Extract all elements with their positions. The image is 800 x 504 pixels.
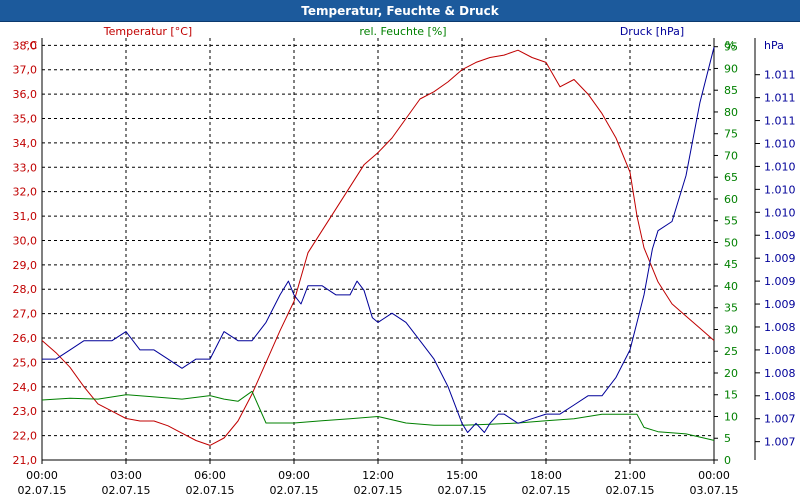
temperature-tick-label: 36,0 bbox=[13, 88, 38, 101]
grid bbox=[41, 38, 760, 464]
x-tick-date: 02.07.15 bbox=[606, 484, 655, 497]
temperature-tick-label: 37,0 bbox=[13, 64, 38, 77]
humidity-tick-label: 65 bbox=[724, 171, 738, 184]
pressure-unit: hPa bbox=[764, 39, 784, 52]
temperature-tick-label: 38,0 bbox=[13, 39, 38, 52]
temperature-tick-label: 35,0 bbox=[13, 112, 38, 125]
pressure-tick-label: 1.011 bbox=[764, 115, 796, 128]
x-tick-time: 00:00 bbox=[698, 469, 730, 482]
humidity-tick-label: 60 bbox=[724, 193, 738, 206]
temperature-tick-label: 25,0 bbox=[13, 356, 38, 369]
humidity-tick-label: 90 bbox=[724, 62, 738, 75]
pressure-tick-label: 1.008 bbox=[764, 390, 796, 403]
humidity-series-line bbox=[41, 390, 715, 441]
temperature-tick-label: 27,0 bbox=[13, 308, 38, 321]
humidity-tick-label: 85 bbox=[724, 84, 738, 97]
pressure-tick-label: 1.010 bbox=[764, 160, 796, 173]
x-tick-time: 12:00 bbox=[362, 469, 394, 482]
temperature-tick-label: 24,0 bbox=[13, 381, 38, 394]
pressure-tick-label: 1.009 bbox=[764, 298, 796, 311]
temperature-axis-label: Temperatur [°C] bbox=[103, 25, 192, 38]
temperature-tick-label: 33,0 bbox=[13, 161, 38, 174]
x-tick-date: 02.07.15 bbox=[354, 484, 403, 497]
temperature-series-line bbox=[41, 49, 715, 446]
humidity-tick-label: 0 bbox=[724, 454, 731, 467]
temperature-tick-label: 31,0 bbox=[13, 210, 38, 223]
pressure-tick-label: 1.010 bbox=[764, 183, 796, 196]
pressure-tick-label: 1.007 bbox=[764, 436, 796, 449]
pressure-axis-label: Druck [hPa] bbox=[620, 25, 684, 38]
humidity-tick-label: 50 bbox=[724, 236, 738, 249]
pressure-tick-label: 1.010 bbox=[764, 138, 796, 151]
temperature-tick-label: 30,0 bbox=[13, 234, 38, 247]
x-tick-date: 02.07.15 bbox=[18, 484, 67, 497]
pressure-tick-label: 1.011 bbox=[764, 92, 796, 105]
x-tick-time: 00:00 bbox=[26, 469, 58, 482]
pressure-tick-label: 1.008 bbox=[764, 321, 796, 334]
humidity-tick-label: 30 bbox=[724, 323, 738, 336]
pressure-tick-label: 1.009 bbox=[764, 229, 796, 242]
temperature-tick-label: 23,0 bbox=[13, 405, 38, 418]
humidity-unit: % bbox=[725, 39, 735, 52]
x-tick-time: 03:00 bbox=[110, 469, 142, 482]
chart-title: Temperatur, Feuchte & Druck bbox=[0, 0, 800, 22]
pressure-tick-label: 1.010 bbox=[764, 206, 796, 219]
x-tick-time: 06:00 bbox=[194, 469, 226, 482]
humidity-axis-label: rel. Feuchte [%] bbox=[359, 25, 446, 38]
pressure-series-line bbox=[42, 47, 715, 433]
temperature-tick-label: 28,0 bbox=[13, 283, 38, 296]
x-tick-date: 02.07.15 bbox=[186, 484, 235, 497]
pressure-tick-label: 1.008 bbox=[764, 367, 796, 380]
x-tick-time: 18:00 bbox=[530, 469, 562, 482]
chart-svg: Temperatur [°C] rel. Feuchte [%] Druck [… bbox=[13, 25, 796, 497]
temperature-tick-label: 34,0 bbox=[13, 137, 38, 150]
humidity-tick-label: 70 bbox=[724, 149, 738, 162]
x-tick-date: 02.07.15 bbox=[438, 484, 487, 497]
x-tick-time: 21:00 bbox=[614, 469, 646, 482]
humidity-tick-label: 75 bbox=[724, 128, 738, 141]
humidity-tick-label: 80 bbox=[724, 106, 738, 119]
x-tick-date: 02.07.15 bbox=[270, 484, 319, 497]
temperature-tick-label: 22,0 bbox=[13, 430, 38, 443]
temperature-unit: °C bbox=[24, 39, 38, 52]
humidity-tick-label: 55 bbox=[724, 215, 738, 228]
x-tick-time: 09:00 bbox=[278, 469, 310, 482]
temperature-tick-label: 32,0 bbox=[13, 186, 38, 199]
humidity-tick-label: 35 bbox=[724, 302, 738, 315]
chart-area: Temperatur [°C] rel. Feuchte [%] Druck [… bbox=[0, 22, 800, 500]
pressure-tick-label: 1.008 bbox=[764, 344, 796, 357]
x-tick-date: 03.07.15 bbox=[690, 484, 739, 497]
temperature-tick-label: 21,0 bbox=[13, 454, 38, 467]
humidity-tick-label: 40 bbox=[724, 280, 738, 293]
humidity-tick-label: 15 bbox=[724, 389, 738, 402]
humidity-tick-label: 5 bbox=[724, 432, 731, 445]
humidity-tick-label: 95 bbox=[724, 41, 738, 54]
temperature-tick-label: 26,0 bbox=[13, 332, 38, 345]
humidity-tick-label: 20 bbox=[724, 367, 738, 380]
pressure-tick-label: 1.007 bbox=[764, 413, 796, 426]
humidity-tick-label: 25 bbox=[724, 345, 738, 358]
x-tick-date: 02.07.15 bbox=[522, 484, 571, 497]
temperature-tick-label: 29,0 bbox=[13, 259, 38, 272]
pressure-tick-label: 1.009 bbox=[764, 275, 796, 288]
x-tick-time: 15:00 bbox=[446, 469, 478, 482]
series-lines bbox=[41, 47, 715, 446]
humidity-tick-label: 10 bbox=[724, 410, 738, 423]
tick-labels: 21,0 22,0 23,0 24,0 25,0 26,0 27,0 28,0 29,0 30,0… bbox=[13, 39, 796, 497]
humidity-tick-label: 45 bbox=[724, 258, 738, 271]
pressure-tick-label: 1.009 bbox=[764, 252, 796, 265]
x-tick-date: 02.07.15 bbox=[102, 484, 151, 497]
pressure-tick-label: 1.011 bbox=[764, 69, 796, 82]
